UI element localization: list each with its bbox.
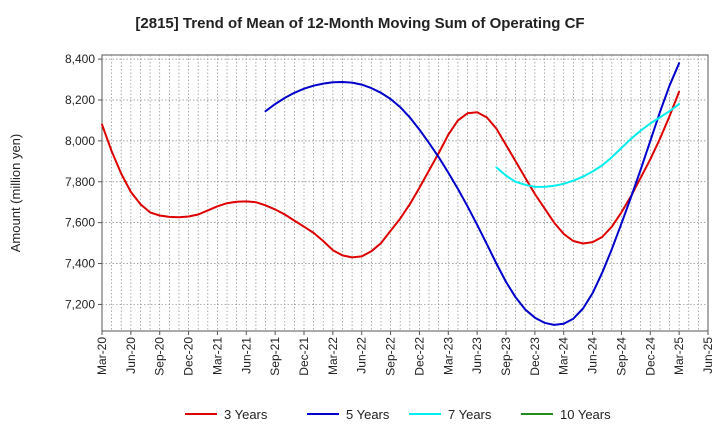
series-line-5-years bbox=[264, 62, 681, 326]
legend-label-10-years: 10 Years bbox=[560, 407, 611, 422]
x-tick-label: Dec-21 bbox=[297, 337, 311, 376]
x-tick-label: Jun-23 bbox=[470, 337, 484, 374]
x-tick-label: Sep-24 bbox=[614, 337, 628, 376]
x-tick-label: Dec-20 bbox=[182, 337, 196, 376]
y-tick-label: 8,200 bbox=[65, 93, 95, 107]
x-tick-label: Mar-22 bbox=[326, 337, 340, 375]
x-tick-label: Sep-20 bbox=[153, 337, 167, 376]
y-tick-label: 8,000 bbox=[65, 134, 95, 148]
x-tick-label: Mar-25 bbox=[672, 337, 686, 375]
y-tick-label: 7,800 bbox=[65, 175, 95, 189]
series-line-7-years bbox=[495, 103, 681, 188]
x-tick-label: Sep-22 bbox=[384, 337, 398, 376]
y-tick-label: 7,400 bbox=[65, 257, 95, 271]
x-tick-label: Dec-22 bbox=[412, 337, 426, 376]
gridlines bbox=[102, 55, 708, 331]
legend-label-5-years: 5 Years bbox=[346, 407, 390, 422]
y-tick-label: 7,200 bbox=[65, 297, 95, 311]
x-tick-label: Jun-22 bbox=[355, 337, 369, 374]
legend: 3 Years 5 Years 7 Years 10 Years bbox=[185, 407, 611, 422]
legend-label-7-years: 7 Years bbox=[448, 407, 492, 422]
x-tick-label: Dec-24 bbox=[643, 337, 657, 376]
series-lines bbox=[101, 62, 681, 326]
x-tick-label: Mar-24 bbox=[557, 337, 571, 375]
x-tick-label: Mar-23 bbox=[441, 337, 455, 375]
x-tick-label: Sep-21 bbox=[268, 337, 282, 376]
x-tick-label: Jun-24 bbox=[586, 337, 600, 374]
x-tick-label: Sep-23 bbox=[499, 337, 513, 376]
x-tick-label: Jun-25 bbox=[701, 337, 715, 374]
x-tick-label: Mar-20 bbox=[95, 337, 109, 375]
legend-label-3-years: 3 Years bbox=[224, 407, 268, 422]
y-axis-label: Amount (million yen) bbox=[8, 134, 23, 253]
x-axis-ticks: Mar-20 Jun-20 Sep-20 Dec-20 Mar-21 Jun-21 Sep-… bbox=[95, 331, 715, 376]
x-tick-label: Mar-21 bbox=[210, 337, 224, 375]
y-axis-ticks: 7,200 7,400 7,600 7,800 8,000 8,200 8,400 bbox=[65, 52, 102, 311]
series-line-3-years bbox=[101, 90, 681, 259]
chart-title: [2815] Trend of Mean of 12-Month Moving … bbox=[135, 15, 584, 32]
y-tick-label: 7,600 bbox=[65, 216, 95, 230]
y-tick-label: 8,400 bbox=[65, 52, 95, 66]
x-tick-label: Jun-21 bbox=[239, 337, 253, 374]
plot-area bbox=[101, 54, 709, 332]
x-tick-label: Dec-23 bbox=[528, 337, 542, 376]
x-tick-label: Jun-20 bbox=[124, 337, 138, 374]
